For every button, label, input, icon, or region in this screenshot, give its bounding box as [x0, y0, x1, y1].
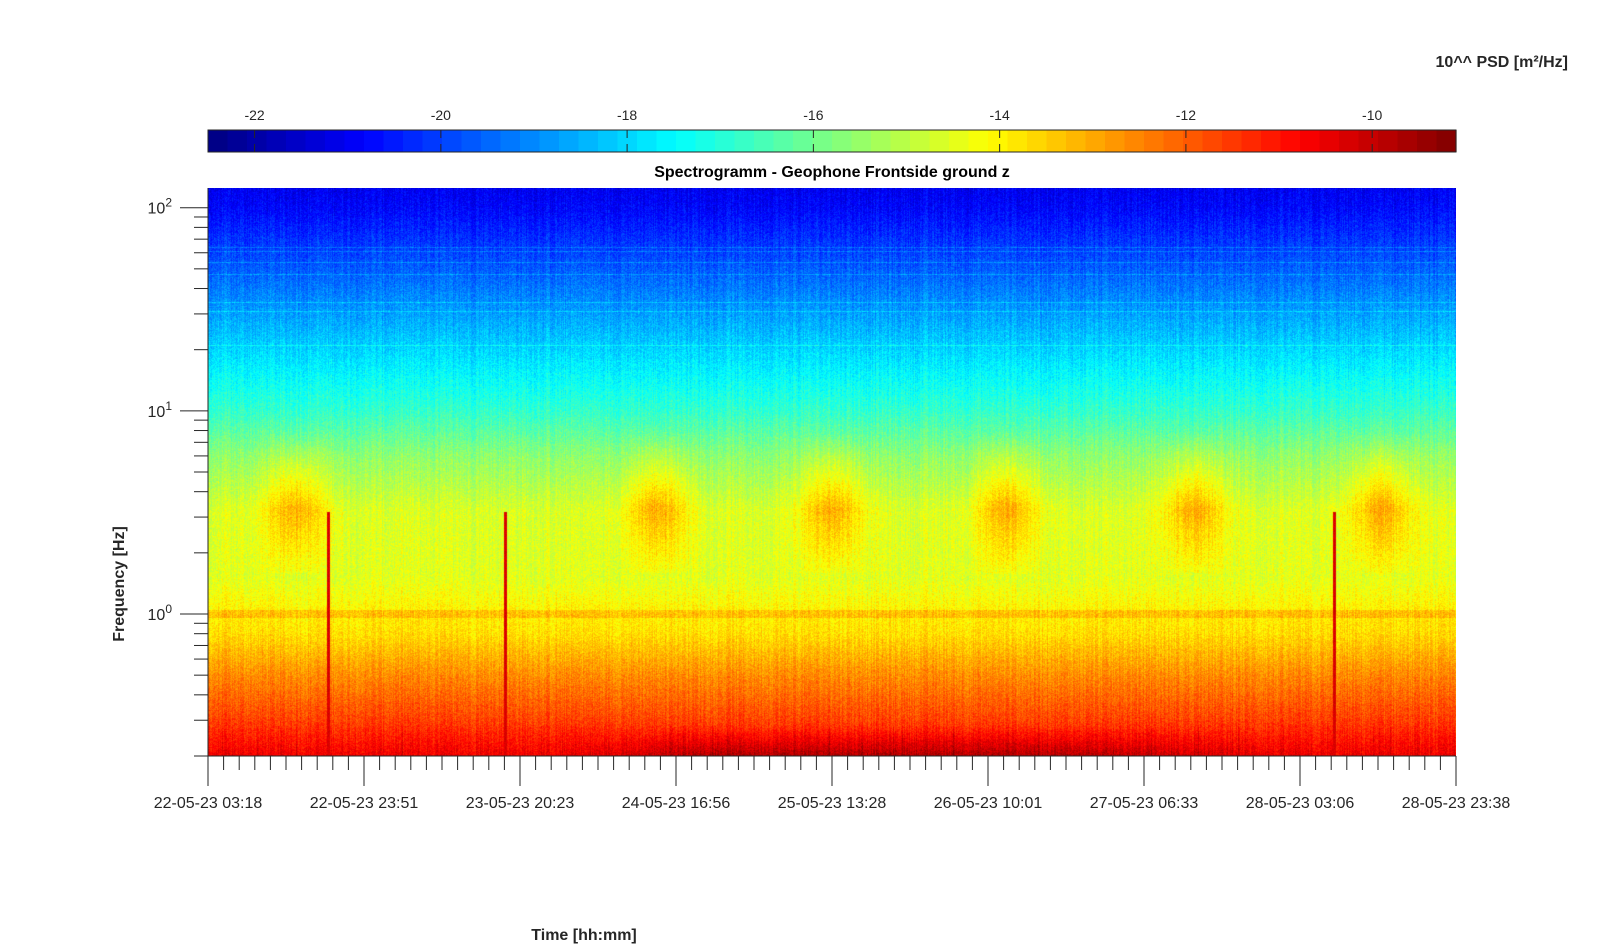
colorbar-band — [305, 130, 326, 152]
colorbar-tick-label: -12 — [1176, 107, 1196, 123]
colorbar-band — [598, 130, 619, 152]
colorbar-band — [1085, 130, 1106, 152]
colorbar-band — [461, 130, 482, 152]
colorbar-band — [1046, 130, 1067, 152]
colorbar-band — [832, 130, 853, 152]
colorbar-band — [266, 130, 287, 152]
colorbar-band — [715, 130, 736, 152]
colorbar-band — [403, 130, 424, 152]
colorbar-tick-label: -14 — [990, 107, 1010, 123]
colorbar-tick-label: -20 — [431, 107, 451, 123]
colorbar-band — [1358, 130, 1379, 152]
x-tick-label: 25-05-23 13:28 — [778, 795, 887, 812]
colorbar-band — [1300, 130, 1321, 152]
colorbar-band — [1027, 130, 1048, 152]
colorbar-band — [1144, 130, 1165, 152]
colorbar-band — [442, 130, 463, 152]
colorbar-band — [1280, 130, 1301, 152]
colorbar-band — [1417, 130, 1438, 152]
colorbar-band — [617, 130, 638, 152]
colorbar-band — [968, 130, 989, 152]
colorbar-band — [1319, 130, 1340, 152]
colorbar-band — [559, 130, 580, 152]
colorbar-band — [1339, 130, 1360, 152]
colorbar-band — [1183, 130, 1204, 152]
colorbar-band — [1397, 130, 1418, 152]
colorbar-band — [773, 130, 794, 152]
colorbar-band — [325, 130, 346, 152]
x-axis-label: Time [hh:mm] — [531, 927, 637, 944]
y-tick-label: 101 — [148, 399, 173, 421]
y-axis: 100 101 102 — [148, 188, 209, 757]
colorbar-frame — [207, 129, 1457, 153]
colorbar-tick-label: -22 — [244, 107, 264, 123]
x-tick-label: 22-05-23 23:51 — [310, 795, 419, 812]
colorbar — [207, 129, 1457, 153]
colorbar-band — [383, 130, 404, 152]
colorbar-band — [1241, 130, 1262, 152]
x-tick-label: 22-05-23 03:18 — [154, 795, 263, 812]
chart-title: Spectrogramm - Geophone Frontside ground… — [654, 164, 1010, 181]
colorbar-band — [344, 130, 365, 152]
colorbar-band — [578, 130, 599, 152]
colorbar-band — [812, 130, 833, 152]
colorbar-band — [988, 130, 1009, 152]
colorbar-band — [1436, 130, 1457, 152]
y-tick-label: 100 — [148, 602, 173, 624]
colorbar-band — [1378, 130, 1399, 152]
colorbar-band — [637, 130, 658, 152]
colorbar-band — [1222, 130, 1243, 152]
colorbar-band — [1261, 130, 1282, 152]
colorbar-band — [500, 130, 521, 152]
colorbar-band — [1066, 130, 1087, 152]
colorbar-tick-label: -16 — [803, 107, 823, 123]
colorbar-band — [539, 130, 560, 152]
colorbar-ticks: -22 -20 -18 -16 -14 -12 -10 — [244, 107, 1383, 152]
colorbar-band — [1163, 130, 1184, 152]
colorbar-band — [422, 130, 443, 152]
colorbar-band — [890, 130, 911, 152]
colorbar-band — [656, 130, 677, 152]
colorbar-label: 10^^ PSD [m²/Hz] — [1435, 54, 1568, 71]
colorbar-band — [227, 130, 248, 152]
colorbar-band — [949, 130, 970, 152]
colorbar-band — [734, 130, 755, 152]
x-tick-label: 27-05-23 06:33 — [1090, 795, 1199, 812]
spectrogram-image-area — [208, 188, 1456, 756]
x-tick-label: 28-05-23 03:06 — [1246, 795, 1355, 812]
colorbar-band — [871, 130, 892, 152]
colorbar-band — [695, 130, 716, 152]
colorbar-band — [1105, 130, 1126, 152]
x-tick-label: 24-05-23 16:56 — [622, 795, 731, 812]
x-tick-label: 28-05-23 23:38 — [1402, 795, 1511, 812]
y-tick-label: 102 — [148, 196, 173, 218]
colorbar-tick-label: -18 — [617, 107, 637, 123]
colorbar-band — [793, 130, 814, 152]
colorbar-band — [754, 130, 775, 152]
colorbar-band — [286, 130, 307, 152]
colorbar-band — [208, 130, 229, 152]
colorbar-band — [851, 130, 872, 152]
colorbar-band — [481, 130, 502, 152]
colorbar-band — [929, 130, 950, 152]
colorbar-band — [1007, 130, 1028, 152]
colorbar-tick-label: -10 — [1362, 107, 1382, 123]
x-axis: 22-05-23 03:18 22-05-23 23:51 23-05-23 20:… — [154, 755, 1511, 812]
colorbar-band — [910, 130, 931, 152]
colorbar-band — [364, 130, 385, 152]
x-tick-label: 26-05-23 10:01 — [934, 795, 1043, 812]
x-tick-label: 23-05-23 20:23 — [466, 795, 575, 812]
colorbar-band — [1124, 130, 1145, 152]
colorbar-band — [520, 130, 541, 152]
y-axis-label: Frequency [Hz] — [111, 526, 128, 642]
colorbar-band — [247, 130, 268, 152]
colorbar-band — [1202, 130, 1223, 152]
colorbar-band — [676, 130, 697, 152]
